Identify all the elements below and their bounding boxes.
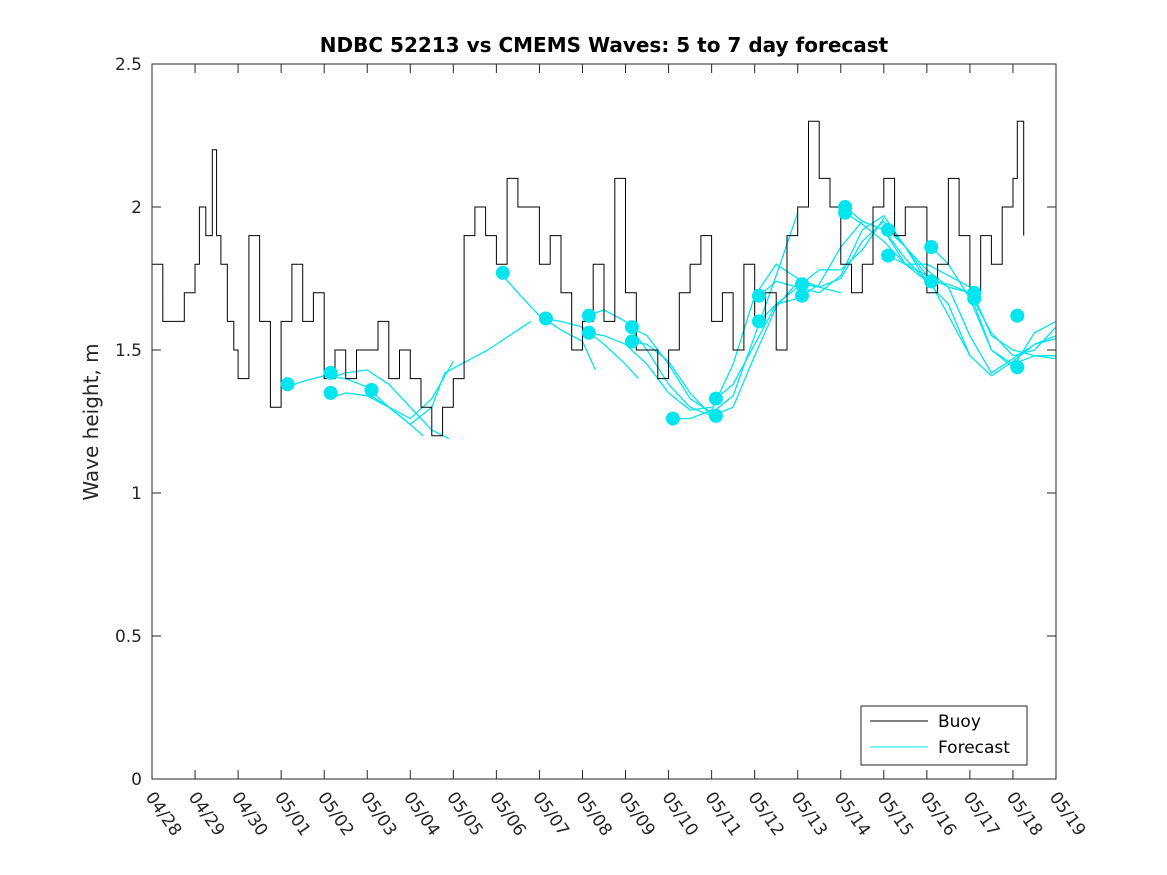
forecast-marker-2 xyxy=(323,385,338,400)
chart-title: NDBC 52213 vs CMEMS Waves: 5 to 7 day fo… xyxy=(320,33,889,57)
x-tick-label-15: 05/13 xyxy=(787,788,831,840)
forecast-marker-12 xyxy=(708,408,723,423)
forecast-line-8 xyxy=(629,212,799,414)
forecast-marker-11 xyxy=(708,391,723,406)
x-tick-label-16: 05/14 xyxy=(830,788,874,840)
forecast-marker-5 xyxy=(538,311,553,326)
y-tick-label-4: 2 xyxy=(131,198,142,218)
x-tick-label-6: 05/04 xyxy=(399,788,443,840)
x-tick-label-11: 05/09 xyxy=(614,788,658,840)
forecast-marker-4 xyxy=(495,265,510,280)
forecast-line-14 xyxy=(801,220,971,357)
forecast-marker-14 xyxy=(752,314,766,329)
forecast-line-7 xyxy=(586,332,712,411)
forecast-line-3 xyxy=(371,320,532,426)
y-tick-label-3: 1.5 xyxy=(115,341,142,361)
forecast-marker-19 xyxy=(881,222,896,237)
forecast-marker-10 xyxy=(665,411,680,426)
forecast-marker-9 xyxy=(625,334,639,349)
x-tick-label-1: 04/29 xyxy=(184,788,228,840)
forecast-marker-13 xyxy=(752,288,766,303)
y-tick-label-0: 0 xyxy=(131,770,142,790)
forecast-marker-16 xyxy=(795,288,809,303)
forecast-line-12 xyxy=(758,214,928,297)
x-tick-label-0: 04/28 xyxy=(141,788,185,840)
x-tick-label-19: 05/17 xyxy=(959,788,1003,840)
legend-forecast-label: Forecast xyxy=(938,738,1010,758)
x-tick-label-18: 05/16 xyxy=(916,788,960,840)
forecast-line-1 xyxy=(328,361,454,420)
x-tick-label-3: 05/01 xyxy=(270,788,314,840)
legend: Buoy Forecast xyxy=(860,705,1028,766)
forecast-line-19 xyxy=(931,280,1057,357)
x-tick-label-7: 05/05 xyxy=(442,788,486,840)
forecast-markers xyxy=(280,200,1025,426)
forecast-marker-3 xyxy=(364,383,379,397)
legend-box xyxy=(860,705,1028,766)
y-tick-label-1: 0.5 xyxy=(115,627,142,647)
forecast-marker-6 xyxy=(581,308,596,323)
forecast-marker-20 xyxy=(881,248,896,263)
x-tick-label-5: 05/03 xyxy=(356,788,400,840)
x-tick-label-10: 05/08 xyxy=(571,788,615,840)
x-tick-label-17: 05/15 xyxy=(873,788,917,840)
x-tick-label-9: 05/07 xyxy=(528,788,572,840)
forecast-marker-24 xyxy=(967,291,982,306)
x-tick-labels: 04/2804/2904/3005/0105/0205/0305/0405/05… xyxy=(141,788,1089,840)
x-tick-label-12: 05/10 xyxy=(657,788,701,840)
forecast-marker-22 xyxy=(924,274,939,289)
forecast-marker-8 xyxy=(625,320,639,335)
forecast-marker-0 xyxy=(280,377,295,392)
y-tick-label-5: 2.5 xyxy=(115,55,142,75)
buoy-line xyxy=(152,120,1025,437)
forecast-marker-21 xyxy=(924,240,939,254)
axis-ticks xyxy=(151,63,1057,780)
axes-box xyxy=(151,63,1057,780)
forecast-marker-18 xyxy=(838,205,853,220)
x-tick-label-2: 04/30 xyxy=(227,788,271,840)
y-tick-labels: 0 0.5 1 1.5 2 2.5 xyxy=(115,55,142,790)
x-tick-label-20: 05/18 xyxy=(1002,788,1046,840)
forecast-line-0 xyxy=(285,375,424,437)
legend-buoy-label: Buoy xyxy=(938,712,981,732)
y-axis-label: Wave height, m xyxy=(79,343,103,500)
forecast-marker-15 xyxy=(795,277,809,292)
x-tick-label-8: 05/06 xyxy=(485,788,529,840)
x-tick-label-4: 05/02 xyxy=(313,788,357,840)
x-tick-label-21: 05/19 xyxy=(1045,788,1089,840)
forecast-marker-25 xyxy=(1010,308,1025,323)
forecast-marker-26 xyxy=(1010,360,1025,375)
x-tick-label-14: 05/12 xyxy=(744,788,788,840)
forecast-line-2 xyxy=(328,369,450,440)
forecast-marker-1 xyxy=(323,365,338,380)
y-tick-label-2: 1 xyxy=(131,484,142,504)
forecast-line-11 xyxy=(715,218,885,400)
x-tick-label-13: 05/11 xyxy=(701,788,745,840)
forecast-marker-7 xyxy=(581,325,596,340)
